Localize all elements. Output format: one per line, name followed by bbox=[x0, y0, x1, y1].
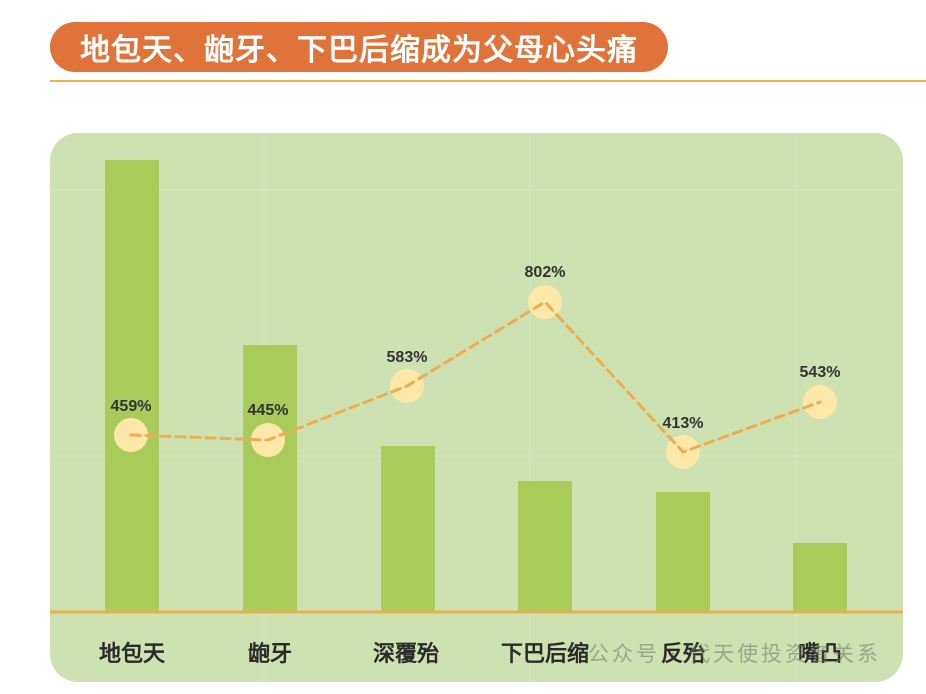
line-markers bbox=[114, 285, 837, 469]
data-label: 802% bbox=[524, 264, 566, 281]
growth-line bbox=[129, 300, 822, 454]
x-axis-label: 地包天 bbox=[98, 642, 165, 667]
bar-4 bbox=[656, 492, 710, 611]
x-axis-label: 嘴凸 bbox=[797, 642, 842, 667]
bar-2 bbox=[381, 446, 435, 611]
data-label: 583% bbox=[386, 349, 428, 366]
bar-5 bbox=[793, 543, 847, 611]
data-label: 543% bbox=[799, 364, 841, 381]
x-axis-label: 深覆殆 bbox=[372, 642, 439, 667]
bar-series bbox=[105, 160, 847, 611]
chart-panel bbox=[50, 133, 903, 682]
data-label: 459% bbox=[110, 398, 152, 415]
gridlines bbox=[50, 133, 903, 682]
bar-0 bbox=[105, 160, 159, 611]
x-axis-label: 反殆 bbox=[660, 642, 705, 667]
title-banner: 地包天、龅牙、下巴后缩成为父母心头痛 bbox=[50, 22, 668, 72]
x-axis-label: 龅牙 bbox=[247, 642, 292, 667]
bar-1 bbox=[243, 345, 297, 611]
bar-3 bbox=[518, 481, 572, 611]
data-label: 445% bbox=[247, 402, 289, 419]
title-divider bbox=[50, 80, 926, 82]
x-axis-label: 下巴后缩 bbox=[500, 642, 589, 667]
data-label: 413% bbox=[662, 415, 704, 432]
watermark-text: 公众号 · 代天使投资者关系 bbox=[588, 642, 882, 666]
chart-title: 地包天、龅牙、下巴后缩成为父母心头痛 bbox=[80, 33, 638, 68]
